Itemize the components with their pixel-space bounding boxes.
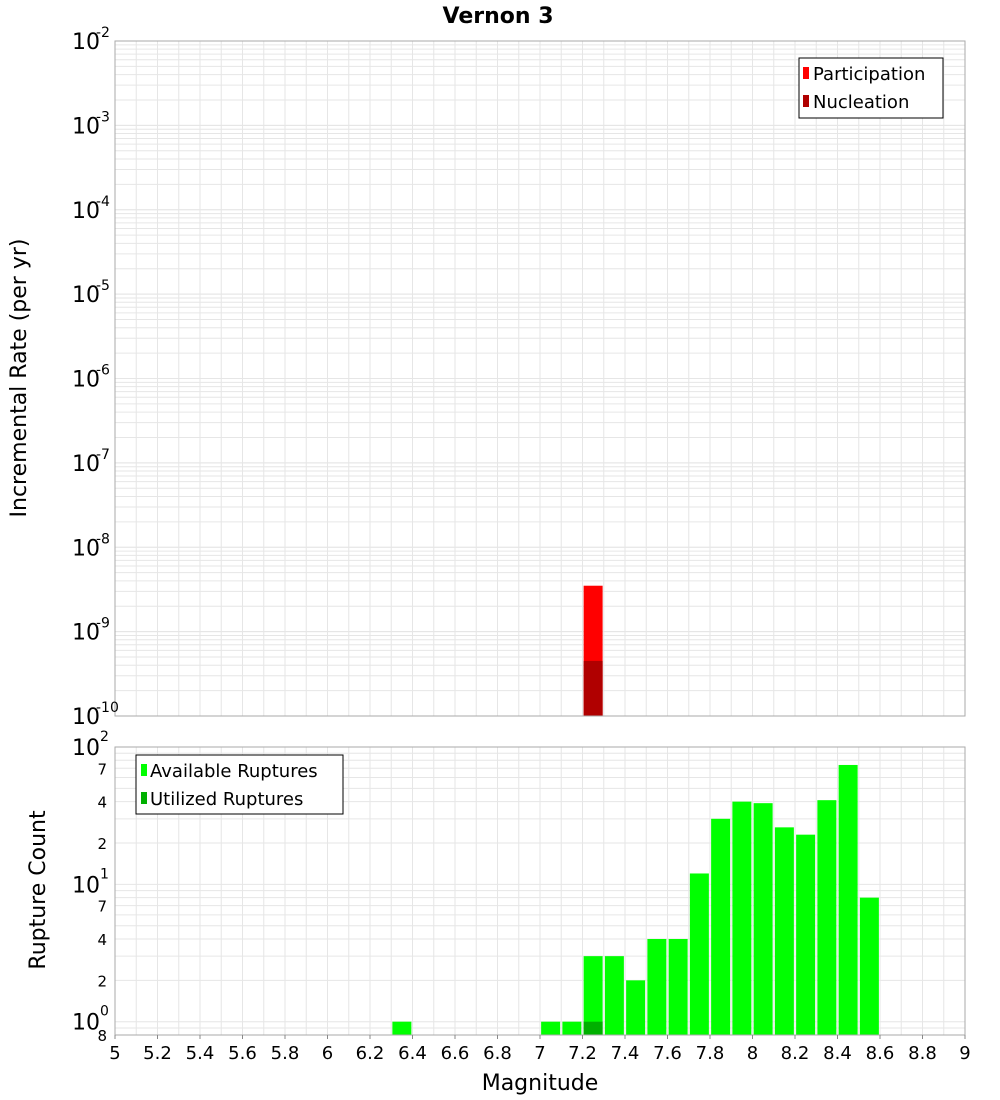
top-y-tick-exponent: -3 (96, 109, 110, 125)
top-y-axis-label: Incremental Rate (per yr) (7, 239, 32, 518)
bottom-y-tick-minor-label: 2 (97, 972, 107, 990)
top-panel: 10-210-310-410-510-610-710-810-910-10 In… (7, 25, 966, 730)
top-legend-box (798, 57, 944, 119)
x-tick-label: 8.2 (781, 1043, 810, 1064)
bottom-y-tick-label: 10 (72, 873, 100, 898)
bottom-y-tick-minor-label: 4 (97, 931, 107, 949)
top-y-tick-label: 10 (72, 705, 100, 730)
top-y-tick-exponent: -5 (96, 278, 110, 294)
legend-label-participation: Participation (813, 64, 925, 85)
top-y-tick-label: 10 (72, 621, 100, 646)
legend-swatch-participation (803, 67, 809, 79)
x-tick-label: 8.4 (823, 1043, 852, 1064)
available-ruptures-bar (604, 956, 624, 1035)
x-tick-label: 9 (959, 1043, 970, 1064)
bottom-y-tick-minor-label: 4 (97, 794, 107, 812)
x-tick-label: 6.6 (441, 1043, 470, 1064)
x-tick-label: 5.4 (186, 1043, 215, 1064)
available-ruptures-bar (562, 1021, 582, 1035)
chart-title: Vernon 3 (443, 4, 554, 29)
available-ruptures-bar (392, 1021, 412, 1035)
legend-swatch-utilized (141, 792, 147, 804)
available-ruptures-bar (817, 800, 837, 1035)
x-tick-label: 5.6 (228, 1043, 257, 1064)
available-ruptures-bar (732, 801, 752, 1035)
available-ruptures-bar (859, 897, 879, 1035)
bottom-y-tick-exponent: 2 (100, 729, 109, 745)
x-tick-label: 5.8 (271, 1043, 300, 1064)
x-tick-label: 7.2 (568, 1043, 597, 1064)
x-tick-label: 8 (747, 1043, 758, 1064)
available-ruptures-bar (796, 834, 816, 1035)
bottom-bars (392, 764, 879, 1035)
top-y-tick-exponent: -2 (96, 25, 110, 41)
top-y-tick-label: 10 (72, 452, 100, 477)
available-ruptures-bar (774, 827, 794, 1035)
available-ruptures-bar (668, 939, 688, 1035)
available-ruptures-bar (626, 980, 646, 1035)
available-ruptures-bar (647, 939, 667, 1035)
top-y-tick-labels: 10-210-310-410-510-610-710-810-910-10 (72, 25, 119, 730)
x-tick-label: 7 (534, 1043, 545, 1064)
x-tick-label: 7.8 (696, 1043, 725, 1064)
bottom-y-axis-label: Rupture Count (26, 810, 51, 970)
x-tick-label: 8.6 (866, 1043, 895, 1064)
bottom-y-tick-minor-label: 7 (97, 760, 107, 778)
utilized-ruptures-bar (583, 1021, 603, 1035)
top-y-tick-exponent: -9 (96, 616, 110, 632)
top-y-tick-exponent: -10 (96, 700, 119, 716)
x-tick-label: 7.4 (611, 1043, 640, 1064)
legend-swatch-available (141, 764, 147, 776)
legend-label-available: Available Ruptures (150, 761, 318, 782)
bottom-y-tick-minor-label: 7 (97, 898, 107, 916)
bottom-y-tick-minor-label: 2 (97, 835, 107, 853)
x-tick-label: 5 (109, 1043, 120, 1064)
top-bars (583, 585, 603, 716)
top-y-tick-exponent: -7 (96, 447, 110, 463)
top-y-tick-label: 10 (72, 368, 100, 393)
top-y-tick-label: 10 (72, 30, 100, 55)
x-tick-label: 7.6 (653, 1043, 682, 1064)
x-tick-label: 8.8 (908, 1043, 937, 1064)
nucleation-bar (583, 660, 603, 716)
bottom-y-tick-label: 10 (72, 1011, 100, 1036)
bottom-y-tick-label: 10 (72, 736, 100, 761)
available-ruptures-bar (689, 873, 709, 1035)
x-tick-label: 5.2 (143, 1043, 172, 1064)
legend-label-utilized: Utilized Ruptures (150, 789, 303, 810)
top-y-tick-exponent: -8 (96, 531, 110, 547)
top-gridlines (114, 40, 965, 717)
available-ruptures-bar (711, 818, 731, 1035)
available-ruptures-bar (541, 1021, 561, 1035)
available-ruptures-bar (583, 956, 603, 1035)
available-ruptures-bar (838, 764, 858, 1035)
x-tick-labels: 5 5.2 5.4 5.6 5.8 6 6.2 6.4 6.6 6.8 7 7.2 7.4 7.6 7.8 8… (109, 1035, 971, 1064)
top-y-tick-label: 10 (72, 199, 100, 224)
top-y-tick-label: 10 (72, 114, 100, 139)
top-plot-frame (114, 40, 966, 717)
top-y-tick-label: 10 (72, 536, 100, 561)
available-ruptures-bar (753, 803, 773, 1035)
top-y-tick-label: 10 (72, 283, 100, 308)
legend-swatch-nucleation (803, 95, 809, 107)
top-y-tick-exponent: -6 (96, 363, 110, 379)
bottom-legend-box (135, 754, 344, 815)
bottom-y-tick-exponent: 0 (100, 1004, 109, 1020)
bottom-y-tick-exponent: 1 (100, 866, 109, 882)
x-tick-label: 6 (322, 1043, 333, 1064)
top-y-tick-exponent: -4 (96, 194, 110, 210)
legend-label-nucleation: Nucleation (813, 92, 909, 113)
bottom-y-tick-minor-label: 8 (97, 1027, 107, 1045)
x-tick-label: 6.8 (483, 1043, 512, 1064)
x-tick-label: 6.4 (398, 1043, 427, 1064)
x-tick-label: 6.2 (356, 1043, 385, 1064)
x-axis-label: Magnitude (482, 1071, 599, 1096)
bottom-legend: Available Ruptures Utilized Ruptures (135, 754, 344, 815)
top-legend: Participation Nucleation (798, 57, 944, 119)
